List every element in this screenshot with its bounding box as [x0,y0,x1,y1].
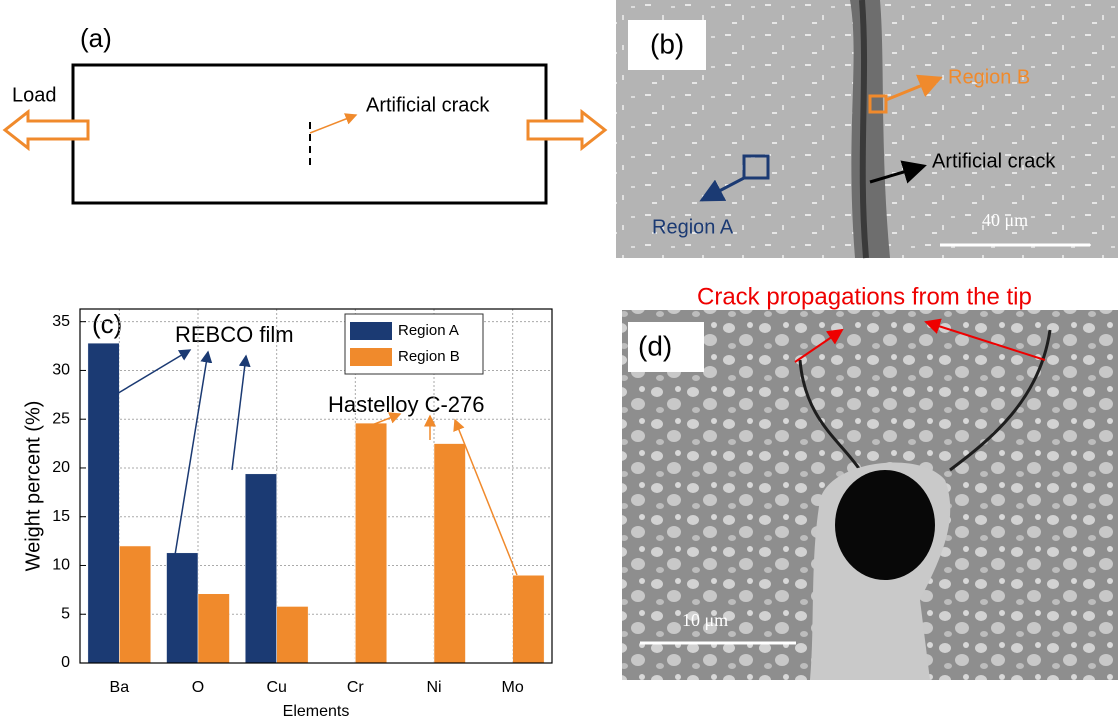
bar-chart: (c) Elements Weight percent (%) REBCO fi… [22,308,553,720]
panel-d: (d) Crack propagations from the tip 10 μ… [622,283,1118,680]
scale-label: 40 μm [982,210,1028,230]
x-axis-label: Elements [283,703,350,720]
legend-swatch [350,322,392,340]
y-tick-label: 35 [52,313,70,330]
panel-b: (b) Region B Artificial crack Region A 4… [616,0,1118,259]
region-label: Region A [652,216,734,238]
y-tick-label: 0 [61,654,70,671]
x-tick-label: Ni [426,679,441,696]
pointer [699,176,745,202]
panel-a: (a) Load Artificial crack [2,23,608,205]
region-label: Region B [948,66,1030,88]
region-box [868,94,888,114]
bar [355,422,388,664]
panel-label: (b) [650,28,684,59]
pointer [885,74,943,102]
x-tick-label: Cr [347,679,365,696]
crack-line [798,329,1052,472]
x-tick-label: Cu [266,679,286,696]
crack-label: Artificial crack [366,94,490,116]
legend-swatch [350,348,392,366]
bar [197,593,230,664]
bar [433,443,466,664]
y-tick-label: 5 [61,605,70,622]
panel-label: (a) [80,23,112,53]
label-box [628,20,706,70]
plot-frame [79,308,553,664]
x-tick-label: Mo [502,679,524,696]
legend-label: Region A [398,322,459,339]
bar [244,473,277,664]
pointer [924,318,1046,361]
panel-label: (d) [638,330,672,361]
crack-core [859,0,869,259]
legend-label: Region B [398,348,460,365]
bar [166,552,199,664]
pointer [794,328,844,363]
x-tick-label: Ba [110,679,130,696]
y-tick-label: 25 [52,410,70,427]
annotation: REBCO film [175,322,294,347]
y-tick-label: 30 [52,362,70,379]
bar [119,545,152,664]
crack-hole [835,470,935,580]
y-tick-label: 20 [52,459,70,476]
bar [512,574,545,664]
scale-label: 10 μm [682,610,728,630]
load-label: Load [12,84,57,106]
load-arrow [2,108,90,152]
label-box [628,322,704,372]
x-tick-label: O [192,679,204,696]
pointer [869,160,927,184]
annotation-arrow [453,418,518,576]
pointer [309,113,358,134]
annotation-arrow [174,350,213,556]
annotation-arrow [231,354,251,471]
caption: Crack propagations from the tip [697,283,1032,310]
panel-label: (c) [92,309,122,339]
annotation: Hastelloy C-276 [328,392,485,417]
y-tick-label: 10 [52,557,70,574]
annotation-arrow [371,412,402,426]
crack-label: Artificial crack [932,150,1056,172]
y-axis-label: Weight percent (%) [22,401,44,572]
region-box [742,154,770,180]
bar [87,342,120,664]
load-arrow [526,108,608,152]
y-tick-label: 15 [52,508,70,525]
annotation-arrow [114,349,192,396]
bar [276,606,309,664]
